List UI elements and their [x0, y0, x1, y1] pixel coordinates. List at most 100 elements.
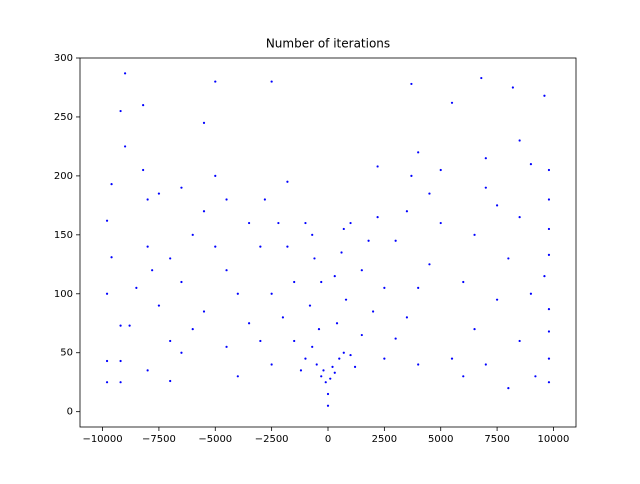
point	[225, 345, 228, 348]
point	[119, 359, 122, 363]
point	[518, 339, 521, 343]
point	[473, 328, 476, 331]
x-tick-label: −5000	[198, 434, 232, 445]
point	[293, 280, 296, 284]
point	[518, 216, 521, 219]
point	[376, 216, 379, 219]
point	[547, 253, 551, 256]
x-tick-label: −7500	[142, 434, 176, 445]
point	[331, 365, 334, 368]
point	[439, 168, 442, 172]
point	[119, 324, 122, 327]
point	[349, 221, 352, 225]
point	[326, 404, 330, 407]
point	[263, 198, 266, 201]
point	[169, 379, 172, 383]
point	[495, 204, 499, 207]
point	[329, 377, 332, 380]
point	[462, 280, 465, 284]
y-tick-label: 250	[54, 112, 73, 123]
point	[529, 292, 533, 295]
point	[360, 269, 363, 272]
point	[428, 192, 431, 195]
point	[320, 280, 323, 284]
point	[225, 198, 228, 201]
point	[547, 308, 551, 311]
point	[270, 292, 273, 295]
point	[225, 269, 228, 272]
point	[151, 269, 154, 272]
point	[543, 94, 546, 97]
point	[293, 339, 296, 343]
point	[105, 292, 109, 295]
point	[214, 80, 217, 83]
chart-title: Number of iterations	[266, 37, 390, 51]
y-tick-label: 200	[54, 171, 73, 182]
point	[313, 257, 316, 260]
point	[376, 165, 379, 168]
point	[484, 363, 487, 366]
point	[394, 239, 397, 242]
y-tick-label: 150	[54, 230, 73, 241]
point	[146, 198, 149, 201]
point	[417, 151, 420, 154]
point	[119, 109, 122, 113]
point	[311, 345, 314, 348]
point	[157, 192, 161, 195]
point	[236, 292, 239, 295]
point	[450, 357, 454, 360]
point	[191, 328, 194, 331]
point	[547, 168, 551, 172]
point	[146, 369, 149, 372]
point	[110, 183, 113, 186]
point	[371, 310, 375, 313]
point	[344, 298, 348, 301]
point	[405, 316, 409, 319]
point	[534, 375, 537, 378]
point	[105, 381, 109, 384]
point	[286, 180, 289, 183]
point	[547, 357, 551, 360]
point	[439, 221, 442, 225]
point	[277, 221, 280, 225]
point	[105, 219, 109, 222]
point	[473, 233, 476, 236]
point	[135, 286, 138, 289]
point	[547, 330, 551, 333]
point	[480, 76, 483, 80]
point	[349, 353, 352, 357]
point	[338, 357, 341, 360]
point	[259, 245, 262, 248]
point	[169, 339, 172, 343]
point	[417, 363, 420, 366]
point	[507, 386, 510, 390]
point	[119, 381, 122, 384]
point	[202, 310, 206, 313]
point	[105, 359, 109, 363]
x-tick-label: 2500	[372, 434, 397, 445]
point	[543, 274, 546, 278]
point	[335, 322, 339, 325]
point	[110, 256, 113, 259]
point	[236, 375, 239, 378]
point	[146, 245, 149, 248]
point	[326, 392, 330, 396]
point	[157, 304, 161, 307]
point	[123, 145, 127, 148]
point	[511, 86, 514, 89]
point	[142, 104, 145, 107]
point	[547, 198, 551, 201]
point	[315, 363, 318, 366]
point	[202, 210, 206, 213]
point	[547, 227, 551, 231]
point	[128, 324, 131, 327]
point	[191, 233, 194, 236]
point	[247, 221, 251, 225]
point	[304, 357, 307, 360]
y-tick-label: 300	[54, 53, 73, 64]
point	[142, 168, 145, 172]
point	[202, 121, 206, 124]
x-tick-label: 0	[325, 434, 331, 445]
